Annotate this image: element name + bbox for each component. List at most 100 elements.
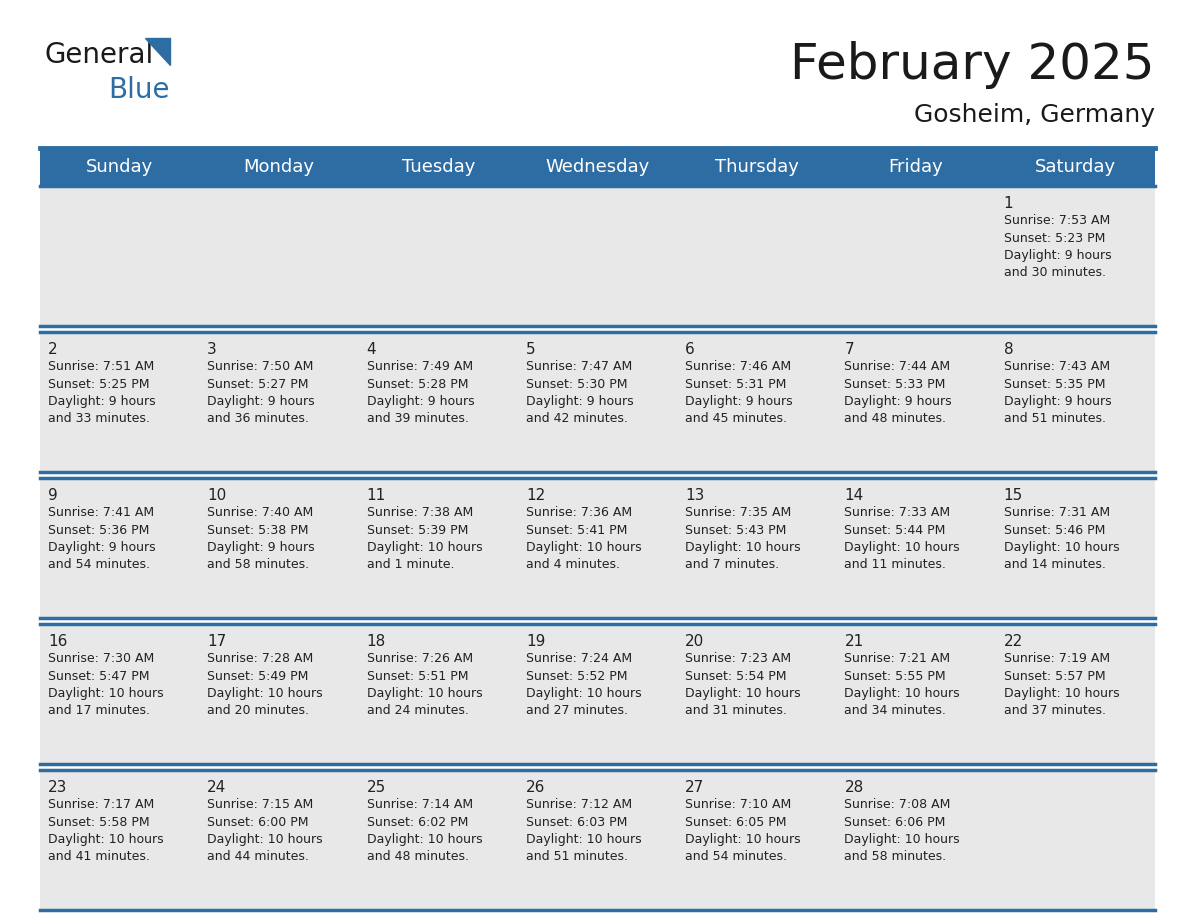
Text: 3: 3 (207, 342, 217, 357)
Text: Sunrise: 7:21 AM
Sunset: 5:55 PM
Daylight: 10 hours
and 34 minutes.: Sunrise: 7:21 AM Sunset: 5:55 PM Dayligh… (845, 652, 960, 718)
Bar (836, 624, 996, 764)
Text: Sunrise: 7:44 AM
Sunset: 5:33 PM
Daylight: 9 hours
and 48 minutes.: Sunrise: 7:44 AM Sunset: 5:33 PM Dayligh… (845, 360, 952, 426)
Bar (518, 624, 677, 764)
Text: Sunrise: 7:46 AM
Sunset: 5:31 PM
Daylight: 9 hours
and 45 minutes.: Sunrise: 7:46 AM Sunset: 5:31 PM Dayligh… (685, 360, 792, 426)
Bar (996, 770, 1155, 910)
Text: 19: 19 (526, 634, 545, 649)
Bar (359, 332, 518, 472)
Text: Sunrise: 7:40 AM
Sunset: 5:38 PM
Daylight: 9 hours
and 58 minutes.: Sunrise: 7:40 AM Sunset: 5:38 PM Dayligh… (207, 506, 315, 572)
Bar (836, 186, 996, 326)
Text: 28: 28 (845, 780, 864, 795)
Text: Sunrise: 7:35 AM
Sunset: 5:43 PM
Daylight: 10 hours
and 7 minutes.: Sunrise: 7:35 AM Sunset: 5:43 PM Dayligh… (685, 506, 801, 572)
Text: 23: 23 (48, 780, 68, 795)
Text: Sunrise: 7:28 AM
Sunset: 5:49 PM
Daylight: 10 hours
and 20 minutes.: Sunrise: 7:28 AM Sunset: 5:49 PM Dayligh… (207, 652, 323, 718)
Text: Wednesday: Wednesday (545, 158, 650, 176)
Text: Sunrise: 7:53 AM
Sunset: 5:23 PM
Daylight: 9 hours
and 30 minutes.: Sunrise: 7:53 AM Sunset: 5:23 PM Dayligh… (1004, 214, 1111, 279)
Bar (359, 770, 518, 910)
Bar (40, 478, 200, 618)
Bar (40, 148, 200, 186)
Text: 22: 22 (1004, 634, 1023, 649)
Text: 26: 26 (526, 780, 545, 795)
Text: Sunrise: 7:50 AM
Sunset: 5:27 PM
Daylight: 9 hours
and 36 minutes.: Sunrise: 7:50 AM Sunset: 5:27 PM Dayligh… (207, 360, 315, 426)
Text: Monday: Monday (244, 158, 315, 176)
Text: Sunrise: 7:30 AM
Sunset: 5:47 PM
Daylight: 10 hours
and 17 minutes.: Sunrise: 7:30 AM Sunset: 5:47 PM Dayligh… (48, 652, 164, 718)
Text: 8: 8 (1004, 342, 1013, 357)
Text: Sunrise: 7:41 AM
Sunset: 5:36 PM
Daylight: 9 hours
and 54 minutes.: Sunrise: 7:41 AM Sunset: 5:36 PM Dayligh… (48, 506, 156, 572)
Text: Sunrise: 7:31 AM
Sunset: 5:46 PM
Daylight: 10 hours
and 14 minutes.: Sunrise: 7:31 AM Sunset: 5:46 PM Dayligh… (1004, 506, 1119, 572)
Text: Sunrise: 7:33 AM
Sunset: 5:44 PM
Daylight: 10 hours
and 11 minutes.: Sunrise: 7:33 AM Sunset: 5:44 PM Dayligh… (845, 506, 960, 572)
Bar (359, 148, 518, 186)
Text: February 2025: February 2025 (790, 41, 1155, 89)
Text: 16: 16 (48, 634, 68, 649)
Bar (677, 332, 836, 472)
Text: 2: 2 (48, 342, 58, 357)
Text: Thursday: Thursday (715, 158, 798, 176)
Text: 15: 15 (1004, 488, 1023, 503)
Bar (518, 478, 677, 618)
Text: 24: 24 (207, 780, 227, 795)
Bar (996, 624, 1155, 764)
Text: 25: 25 (367, 780, 386, 795)
Text: Sunrise: 7:10 AM
Sunset: 6:05 PM
Daylight: 10 hours
and 54 minutes.: Sunrise: 7:10 AM Sunset: 6:05 PM Dayligh… (685, 798, 801, 864)
Bar (200, 624, 359, 764)
Bar (677, 186, 836, 326)
Bar (518, 148, 677, 186)
Text: Sunday: Sunday (86, 158, 153, 176)
Bar (200, 770, 359, 910)
Bar (677, 148, 836, 186)
Text: 11: 11 (367, 488, 386, 503)
Text: 13: 13 (685, 488, 704, 503)
Bar (996, 478, 1155, 618)
Text: 4: 4 (367, 342, 377, 357)
Text: Sunrise: 7:51 AM
Sunset: 5:25 PM
Daylight: 9 hours
and 33 minutes.: Sunrise: 7:51 AM Sunset: 5:25 PM Dayligh… (48, 360, 156, 426)
Bar (200, 332, 359, 472)
Text: 6: 6 (685, 342, 695, 357)
Bar (836, 332, 996, 472)
Text: Blue: Blue (108, 76, 170, 104)
Polygon shape (145, 38, 170, 65)
Text: Sunrise: 7:12 AM
Sunset: 6:03 PM
Daylight: 10 hours
and 51 minutes.: Sunrise: 7:12 AM Sunset: 6:03 PM Dayligh… (526, 798, 642, 864)
Text: Sunrise: 7:19 AM
Sunset: 5:57 PM
Daylight: 10 hours
and 37 minutes.: Sunrise: 7:19 AM Sunset: 5:57 PM Dayligh… (1004, 652, 1119, 718)
Bar (40, 770, 200, 910)
Text: Sunrise: 7:23 AM
Sunset: 5:54 PM
Daylight: 10 hours
and 31 minutes.: Sunrise: 7:23 AM Sunset: 5:54 PM Dayligh… (685, 652, 801, 718)
Text: 12: 12 (526, 488, 545, 503)
Bar (836, 148, 996, 186)
Bar (518, 186, 677, 326)
Text: Friday: Friday (889, 158, 943, 176)
Bar (836, 478, 996, 618)
Bar (677, 624, 836, 764)
Bar (40, 332, 200, 472)
Bar (996, 148, 1155, 186)
Text: Sunrise: 7:26 AM
Sunset: 5:51 PM
Daylight: 10 hours
and 24 minutes.: Sunrise: 7:26 AM Sunset: 5:51 PM Dayligh… (367, 652, 482, 718)
Text: Sunrise: 7:47 AM
Sunset: 5:30 PM
Daylight: 9 hours
and 42 minutes.: Sunrise: 7:47 AM Sunset: 5:30 PM Dayligh… (526, 360, 633, 426)
Text: Tuesday: Tuesday (402, 158, 475, 176)
Bar (359, 624, 518, 764)
Text: 17: 17 (207, 634, 227, 649)
Bar (996, 332, 1155, 472)
Text: Sunrise: 7:38 AM
Sunset: 5:39 PM
Daylight: 10 hours
and 1 minute.: Sunrise: 7:38 AM Sunset: 5:39 PM Dayligh… (367, 506, 482, 572)
Bar (200, 186, 359, 326)
Text: 9: 9 (48, 488, 58, 503)
Text: Saturday: Saturday (1035, 158, 1116, 176)
Text: 14: 14 (845, 488, 864, 503)
Text: Sunrise: 7:24 AM
Sunset: 5:52 PM
Daylight: 10 hours
and 27 minutes.: Sunrise: 7:24 AM Sunset: 5:52 PM Dayligh… (526, 652, 642, 718)
Text: 5: 5 (526, 342, 536, 357)
Text: Sunrise: 7:08 AM
Sunset: 6:06 PM
Daylight: 10 hours
and 58 minutes.: Sunrise: 7:08 AM Sunset: 6:06 PM Dayligh… (845, 798, 960, 864)
Bar (836, 770, 996, 910)
Bar (40, 186, 200, 326)
Text: Gosheim, Germany: Gosheim, Germany (914, 103, 1155, 127)
Bar (359, 478, 518, 618)
Text: Sunrise: 7:36 AM
Sunset: 5:41 PM
Daylight: 10 hours
and 4 minutes.: Sunrise: 7:36 AM Sunset: 5:41 PM Dayligh… (526, 506, 642, 572)
Bar (200, 478, 359, 618)
Text: 27: 27 (685, 780, 704, 795)
Text: 10: 10 (207, 488, 227, 503)
Bar (677, 770, 836, 910)
Text: Sunrise: 7:43 AM
Sunset: 5:35 PM
Daylight: 9 hours
and 51 minutes.: Sunrise: 7:43 AM Sunset: 5:35 PM Dayligh… (1004, 360, 1111, 426)
Text: Sunrise: 7:17 AM
Sunset: 5:58 PM
Daylight: 10 hours
and 41 minutes.: Sunrise: 7:17 AM Sunset: 5:58 PM Dayligh… (48, 798, 164, 864)
Bar (518, 332, 677, 472)
Text: 18: 18 (367, 634, 386, 649)
Bar (40, 624, 200, 764)
Bar (518, 770, 677, 910)
Text: 7: 7 (845, 342, 854, 357)
Text: 21: 21 (845, 634, 864, 649)
